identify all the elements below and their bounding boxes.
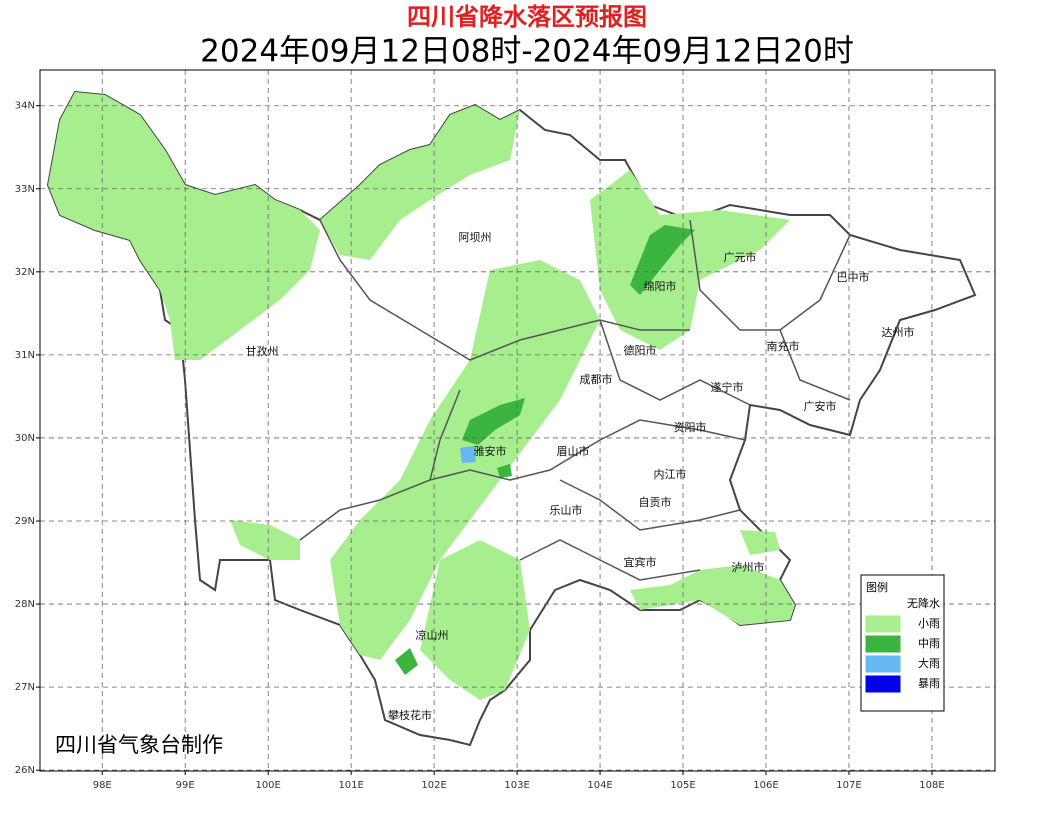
city-label: 巴中市: [837, 270, 870, 284]
heavy-rain-area: [460, 446, 476, 463]
legend-label: 大雨: [918, 656, 940, 670]
subtitle: 2024年09月12日08时-2024年09月12日20时: [200, 34, 854, 70]
city-label: 阿坝州: [459, 230, 492, 244]
x-tick-label: 98E: [93, 780, 112, 791]
province: [46, 90, 977, 747]
city-borders: [299, 219, 851, 581]
city-label: 绵阳市: [644, 279, 677, 293]
y-tick-label: 30N: [15, 433, 35, 444]
rain-area: [462, 398, 525, 445]
border: [599, 319, 751, 406]
legend-label: 小雨: [918, 617, 940, 630]
legend-swatch: [865, 675, 901, 693]
border: [319, 219, 690, 361]
x-tick-label: 103E: [504, 780, 529, 791]
rain-area: [630, 565, 795, 625]
x-tick-label: 101E: [338, 780, 363, 791]
city-label: 宜宾市: [624, 555, 657, 569]
moderate-rain-areas: [395, 225, 695, 675]
city-label: 自贡市: [639, 495, 672, 509]
border: [429, 419, 746, 481]
legend-label: 中雨: [918, 637, 940, 650]
rain-area: [230, 520, 300, 560]
city-label: 眉山市: [557, 444, 590, 458]
title: 四川省降水落区预报图: [407, 3, 647, 31]
rain-area: [320, 105, 520, 260]
x-tick-label: 107E: [836, 780, 861, 791]
y-tick-label: 29N: [15, 516, 35, 527]
rain-area: [497, 464, 512, 478]
y-tick-label: 28N: [15, 599, 35, 610]
city-label: 凉山州: [416, 628, 449, 642]
legend-swatch: [865, 635, 901, 653]
y-tick-label: 26N: [15, 765, 35, 776]
map-frame: [39, 69, 996, 772]
legend-label: 暴雨: [918, 677, 940, 690]
city-label: 达州市: [882, 325, 915, 339]
city-label: 甘孜州: [246, 344, 279, 358]
city-label: 雅安市: [474, 444, 507, 458]
city-label: 乐山市: [550, 503, 583, 517]
x-tick-label: 104E: [587, 780, 612, 791]
city-label: 广安市: [804, 399, 837, 413]
rain-area: [740, 530, 780, 555]
rain-area: [630, 225, 695, 295]
axes: 98E 99E 100E 101E 102E 103E 104E 105E 106E 107E 10…: [15, 70, 995, 791]
city-label: 广元市: [724, 250, 757, 264]
border: [299, 389, 461, 541]
city-label: 遂宁市: [711, 380, 744, 394]
legend-swatch: [865, 615, 901, 633]
x-tick-label: 106E: [753, 780, 778, 791]
rain-area: [395, 648, 418, 675]
x-tick-label: 105E: [670, 780, 695, 791]
x-tick-label: 99E: [176, 780, 195, 791]
city-label: 成都市: [580, 372, 613, 386]
city-label: 泸州市: [732, 560, 765, 574]
x-tick-label: 102E: [421, 780, 446, 791]
y-tick-label: 27N: [15, 682, 35, 693]
y-tick-label: 32N: [15, 267, 35, 278]
city-label: 攀枝花市: [388, 708, 432, 722]
border: [559, 479, 741, 531]
city-label: 德阳市: [624, 343, 657, 357]
city-label: 内江市: [654, 467, 687, 481]
rain-area: [48, 92, 320, 360]
rain-area: [420, 540, 530, 700]
legend-swatch: [866, 596, 900, 612]
rain-area: [590, 170, 790, 350]
border: [689, 219, 851, 331]
y-tick-label: 34N: [15, 101, 35, 112]
x-tick-label: 108E: [919, 780, 944, 791]
credit: 四川省气象台制作: [55, 733, 223, 757]
legend-title: 图例: [866, 580, 888, 594]
x-tick-label: 100E: [255, 780, 280, 791]
city-label: 南充市: [767, 339, 800, 353]
city-label: 资阳市: [674, 420, 707, 434]
border: [779, 329, 851, 401]
legend-label: 无降水: [907, 596, 940, 610]
y-tick-label: 31N: [15, 350, 35, 361]
y-tick-label: 33N: [15, 184, 35, 195]
legend-swatch: [865, 655, 901, 673]
